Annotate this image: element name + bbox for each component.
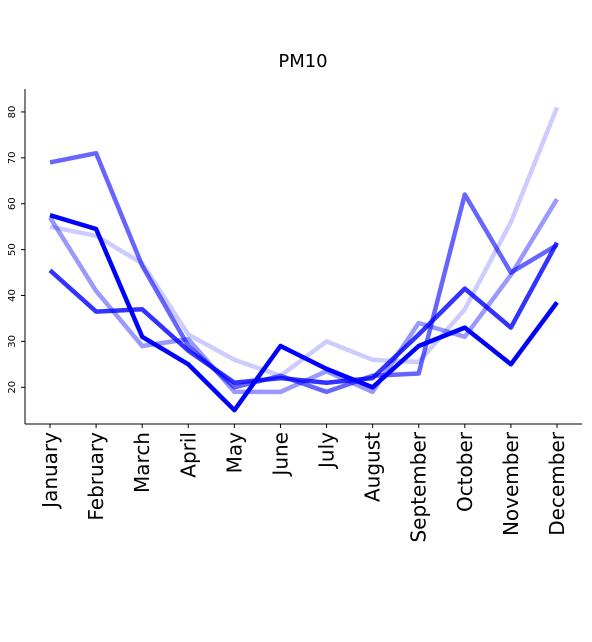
x-tick-label-january: January xyxy=(38,432,62,510)
chart-title: PM10 xyxy=(278,51,327,72)
x-tick-label-april: April xyxy=(176,432,200,478)
y-tick-label-60: 60 xyxy=(7,197,18,210)
x-tick-label-february: February xyxy=(84,432,108,521)
x-tick-label-may: May xyxy=(222,432,246,474)
x-tick-label-june: June xyxy=(268,432,292,478)
y-tick-label-20: 20 xyxy=(7,381,18,394)
x-tick-label-march: March xyxy=(130,432,154,493)
y-tick-label-40: 40 xyxy=(7,289,18,302)
y-tick-label-50: 50 xyxy=(7,243,18,256)
x-tick-label-october: October xyxy=(453,431,477,512)
series-line-4 xyxy=(48,241,559,385)
x-axis: January February March April May June July Augu… xyxy=(38,424,569,543)
x-tick-label-july: July xyxy=(315,432,339,470)
x-tick-label-august: August xyxy=(361,432,385,502)
series-line-1 xyxy=(49,106,560,379)
x-tick-label-september: September xyxy=(407,431,431,542)
y-tick-label-70: 70 xyxy=(7,151,18,164)
series-line-3 xyxy=(49,150,559,395)
y-tick-label-80: 80 xyxy=(7,106,18,119)
y-tick-label-30: 30 xyxy=(7,335,18,348)
x-tick-label-november: November xyxy=(499,431,523,536)
y-axis: 20 30 40 50 60 70 80 xyxy=(7,106,25,394)
series-line-5 xyxy=(49,213,559,413)
series-layer xyxy=(48,106,560,413)
x-tick-label-december: December xyxy=(545,431,569,535)
